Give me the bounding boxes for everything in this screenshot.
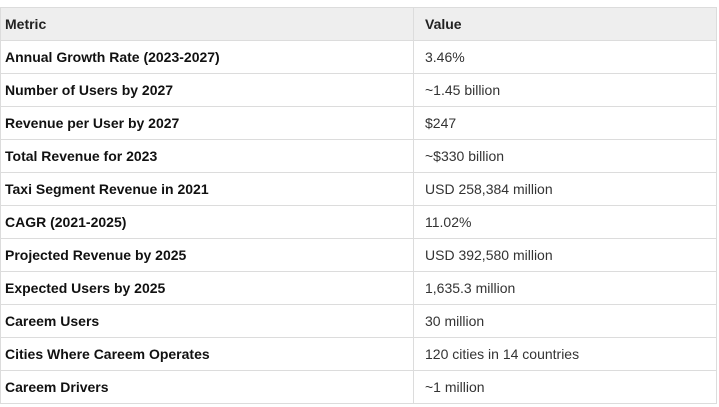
table-row: CAGR (2021-2025) 11.02% [0, 205, 717, 239]
column-header-value: Value [413, 7, 717, 41]
metric-cell: Number of Users by 2027 [0, 73, 414, 107]
metric-cell: Taxi Segment Revenue in 2021 [0, 172, 414, 206]
metric-cell: CAGR (2021-2025) [0, 205, 414, 239]
table-row: Projected Revenue by 2025 USD 392,580 mi… [0, 238, 717, 272]
metric-cell: Expected Users by 2025 [0, 271, 414, 305]
metric-cell: Cities Where Careem Operates [0, 337, 414, 371]
table-row: Taxi Segment Revenue in 2021 USD 258,384… [0, 172, 717, 206]
metric-cell: Projected Revenue by 2025 [0, 238, 414, 272]
value-cell: USD 258,384 million [413, 172, 717, 206]
table-row: Expected Users by 2025 1,635.3 million [0, 271, 717, 305]
metric-cell: Annual Growth Rate (2023-2027) [0, 40, 414, 74]
table-row: Revenue per User by 2027 $247 [0, 106, 717, 140]
table-row: Total Revenue for 2023 ~$330 billion [0, 139, 717, 173]
metric-cell: Careem Drivers [0, 370, 414, 404]
value-cell: 3.46% [413, 40, 717, 74]
table-row: Careem Users 30 million [0, 304, 717, 338]
value-cell: 120 cities in 14 countries [413, 337, 717, 371]
table-row: Careem Drivers ~1 million [0, 370, 717, 404]
table-row: Number of Users by 2027 ~1.45 billion [0, 73, 717, 107]
metrics-table: Metric Value Annual Growth Rate (2023-20… [0, 7, 717, 404]
metric-cell: Revenue per User by 2027 [0, 106, 414, 140]
value-cell: 30 million [413, 304, 717, 338]
metric-cell: Careem Users [0, 304, 414, 338]
value-cell: $247 [413, 106, 717, 140]
metric-cell: Total Revenue for 2023 [0, 139, 414, 173]
value-cell: 11.02% [413, 205, 717, 239]
value-cell: ~1.45 billion [413, 73, 717, 107]
value-cell: USD 392,580 million [413, 238, 717, 272]
table-row: Annual Growth Rate (2023-2027) 3.46% [0, 40, 717, 74]
value-cell: ~$330 billion [413, 139, 717, 173]
table-header-row: Metric Value [0, 7, 717, 41]
value-cell: ~1 million [413, 370, 717, 404]
value-cell: 1,635.3 million [413, 271, 717, 305]
metrics-table-container: Metric Value Annual Growth Rate (2023-20… [0, 7, 717, 404]
column-header-metric: Metric [0, 7, 414, 41]
table-row: Cities Where Careem Operates 120 cities … [0, 337, 717, 371]
